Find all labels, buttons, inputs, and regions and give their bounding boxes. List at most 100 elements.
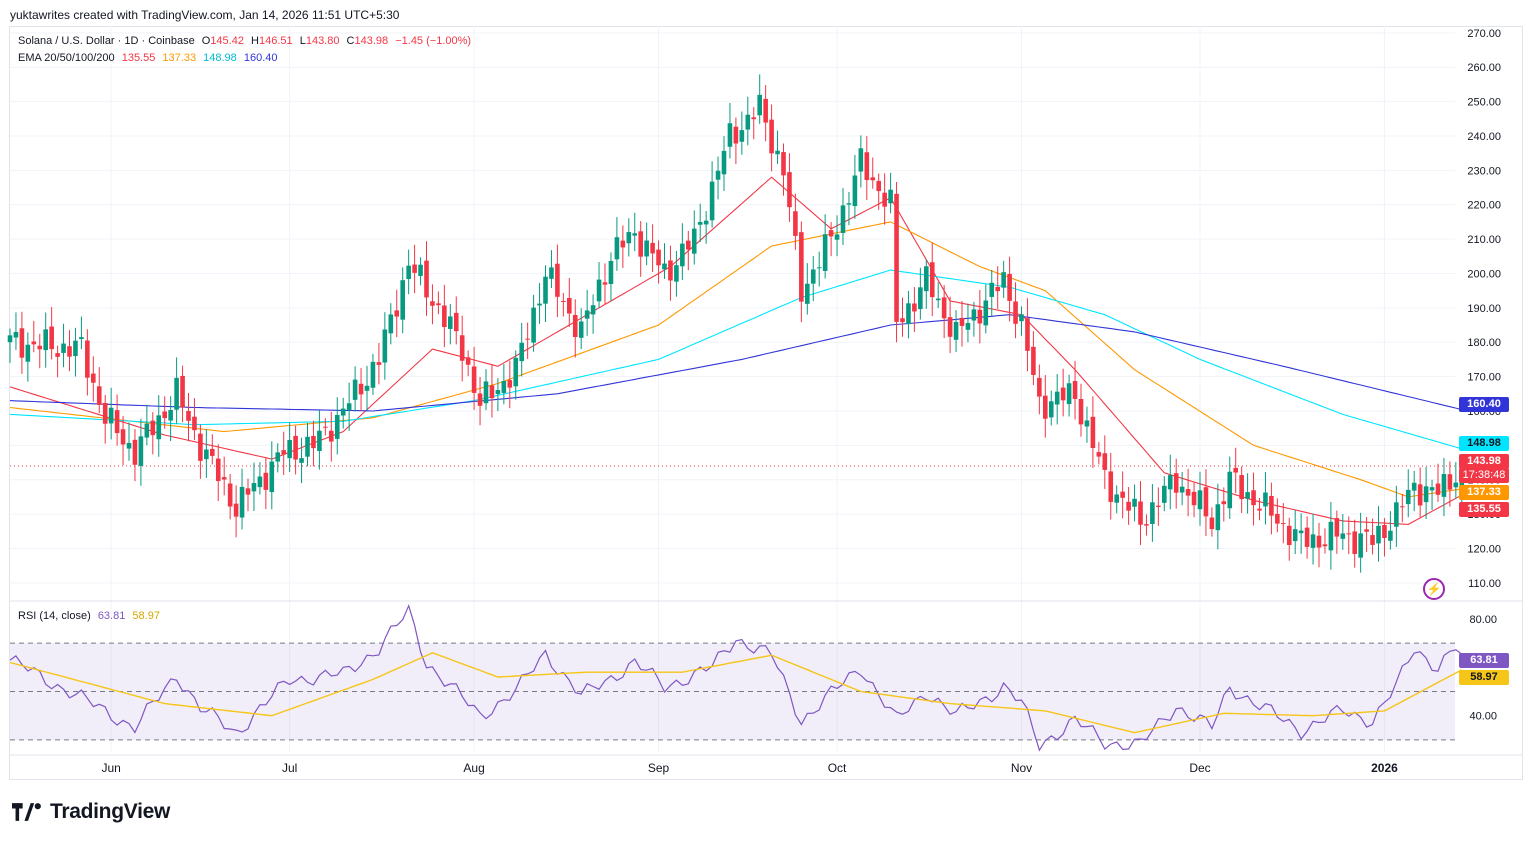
candle-body	[697, 221, 703, 225]
candle-body	[156, 415, 162, 440]
candle-body	[507, 380, 513, 388]
candle-body	[822, 234, 828, 271]
candle-body	[620, 240, 626, 248]
candle-body	[1138, 501, 1143, 525]
candle-body	[894, 193, 899, 322]
ohlc-change: −1.45 (−1.00%)	[395, 35, 472, 47]
rsi-label: RSI (14, close)	[18, 610, 91, 622]
candle-body	[108, 407, 114, 424]
candle-body	[102, 402, 108, 424]
candle-body	[721, 150, 727, 175]
candle-body	[49, 326, 54, 350]
ohlc-close: C143.98	[346, 35, 389, 47]
candle-body	[436, 303, 441, 306]
ema20-badge: 135.55	[1459, 502, 1509, 517]
candle-body	[120, 429, 126, 445]
candle-body	[513, 357, 519, 387]
ema100-value: 148.98	[203, 52, 237, 64]
ohlc-low: L143.80	[299, 35, 340, 47]
candle-body	[394, 310, 400, 317]
candle-body	[162, 411, 167, 419]
x-tick-label: Jun	[101, 761, 120, 775]
candle-body	[1031, 346, 1036, 375]
candle-body	[596, 279, 602, 302]
candle-body	[340, 408, 346, 416]
candle-body	[1078, 398, 1084, 425]
candle-body	[67, 346, 72, 357]
candle-body	[1334, 518, 1340, 537]
candle-body	[1263, 492, 1268, 507]
candle-body	[61, 343, 66, 353]
candle-body	[293, 435, 298, 460]
candle-body	[1060, 387, 1066, 401]
candle-body	[31, 341, 37, 345]
candle-body	[715, 170, 721, 180]
countdown-badge: 17:38:48	[1459, 468, 1509, 483]
candle-body	[662, 263, 667, 270]
candle-body	[727, 123, 733, 147]
candle-body	[364, 385, 370, 391]
candle-body	[977, 309, 983, 324]
candle-body	[1090, 416, 1096, 449]
candle-body	[1358, 533, 1363, 558]
candle-body	[983, 300, 989, 326]
candle-body	[733, 126, 739, 144]
candle-body	[215, 458, 221, 482]
candle-body	[1043, 395, 1048, 419]
candle-body	[501, 380, 507, 393]
ema-line-ema200	[9, 314, 1462, 412]
candle-body	[144, 423, 150, 438]
candle-body	[1191, 491, 1197, 506]
y-tick-label: 220.00	[1467, 200, 1501, 212]
candle-body	[590, 305, 596, 315]
candle-body	[483, 381, 489, 404]
candle-body	[912, 303, 917, 312]
candle-body	[1096, 452, 1102, 457]
candle-body	[953, 321, 959, 340]
candle-body	[656, 249, 661, 266]
tradingview-logo[interactable]: TradingView	[12, 800, 170, 824]
candle-body	[769, 119, 774, 154]
x-tick-label: Oct	[828, 761, 847, 775]
candle-body	[1310, 534, 1316, 548]
candle-body	[168, 410, 173, 421]
candle-body	[1405, 489, 1411, 505]
candle-body	[412, 264, 417, 273]
rsi-value: 63.81	[97, 610, 126, 622]
candle-body	[1072, 381, 1078, 399]
rsi-ma-line	[9, 652, 1463, 734]
ema20-value: 135.55	[121, 52, 156, 64]
y-tick-label: 120.00	[1467, 543, 1501, 555]
candle-body	[929, 262, 935, 298]
candle-body	[1048, 401, 1054, 418]
candle-body	[1340, 533, 1346, 539]
candle-body	[846, 203, 852, 205]
candle-body	[941, 297, 947, 319]
candle-body	[85, 340, 90, 378]
candle-body	[519, 342, 524, 362]
candle-body	[424, 260, 429, 298]
candle-body	[471, 366, 477, 393]
candle-body	[1429, 487, 1435, 491]
candle-body	[210, 448, 215, 456]
candle-body	[1382, 524, 1387, 538]
ema-legend: EMA 20/50/100/200 135.55 137.33 148.98 1…	[18, 52, 282, 64]
candle-body	[323, 426, 328, 428]
rsi-legend: RSI (14, close) 63.81 58.97	[18, 610, 164, 622]
candle-body	[1150, 502, 1155, 524]
candle-body	[299, 458, 304, 463]
candle-body	[1173, 473, 1179, 493]
candle-body	[1316, 535, 1322, 548]
candle-body	[805, 283, 810, 304]
candle-body	[888, 189, 893, 204]
candle-body	[1037, 377, 1042, 397]
candle-body	[703, 220, 709, 225]
x-tick-label: Sep	[648, 761, 670, 775]
candle-body	[1453, 482, 1459, 488]
candle-body	[965, 323, 971, 330]
rsi-line	[9, 603, 1463, 752]
y-tick-label: 110.00	[1468, 578, 1501, 590]
candle-body	[1203, 487, 1209, 517]
lightning-icon[interactable]: ⚡	[1423, 578, 1445, 600]
